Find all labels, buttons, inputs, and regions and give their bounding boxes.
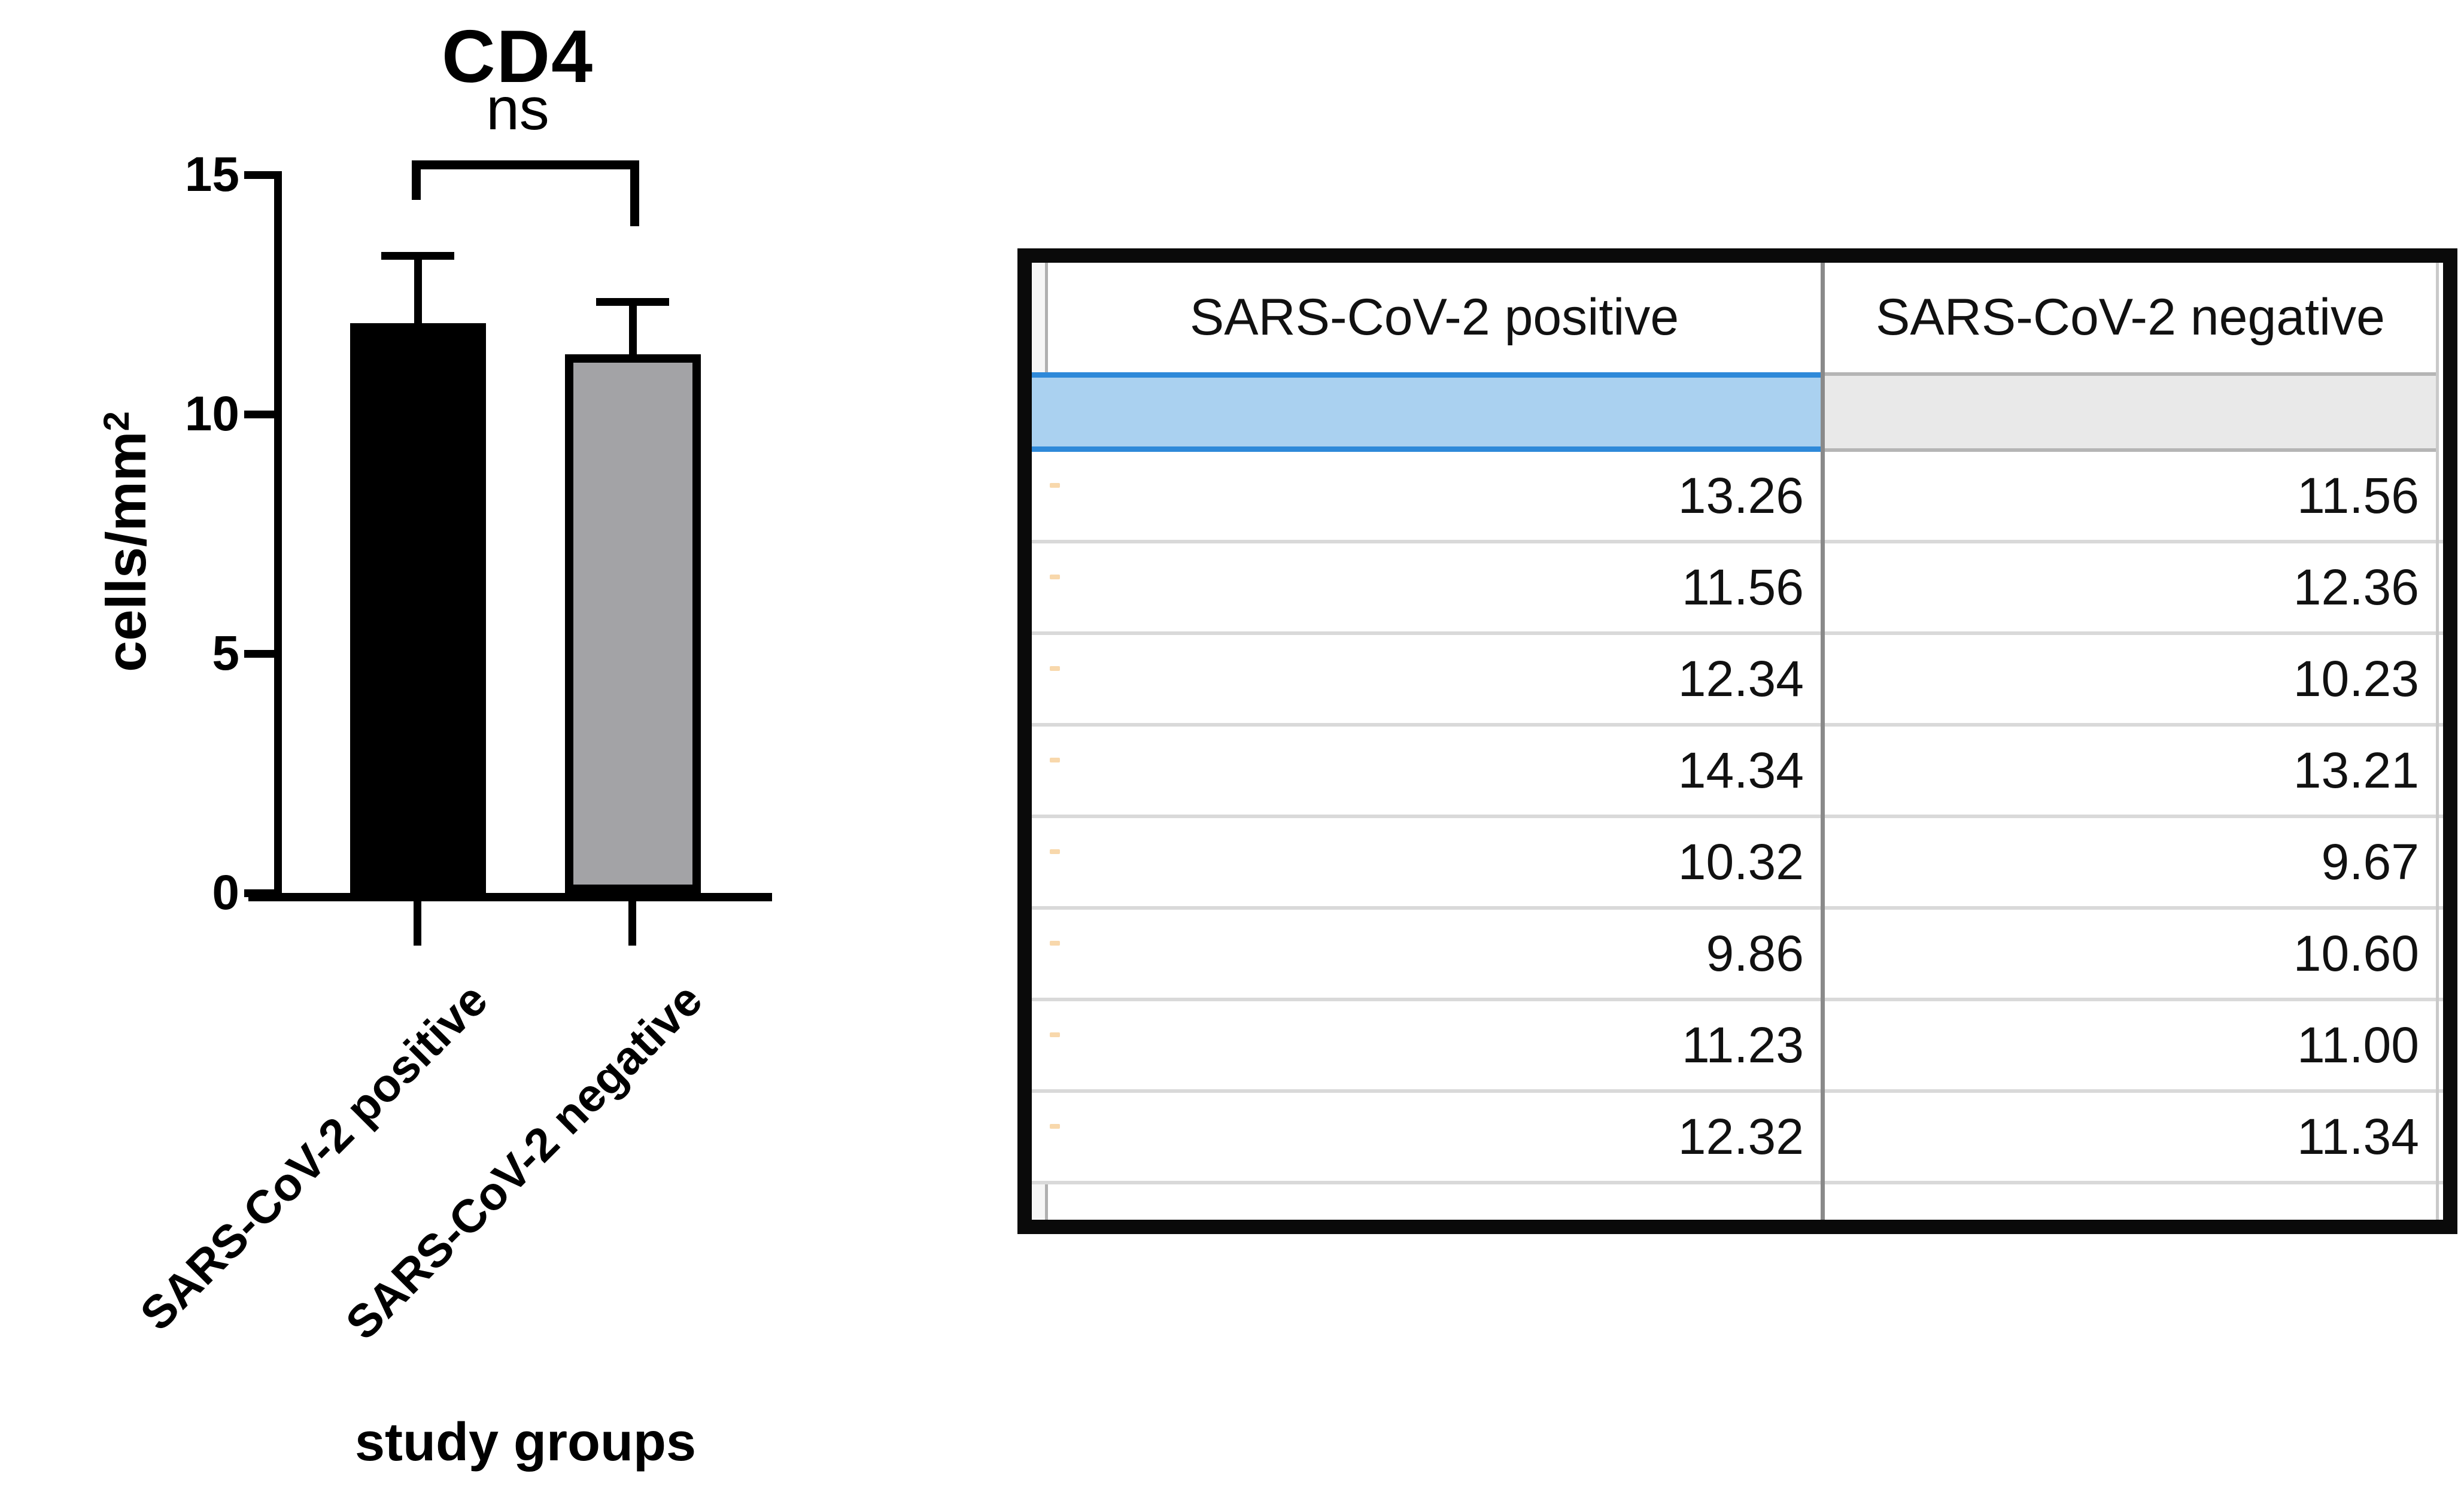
y-tick-15 xyxy=(244,171,275,179)
row-marker-icon xyxy=(1050,1032,1060,1037)
table-row: 13.26 11.56 xyxy=(1032,452,2443,543)
column-divider-line xyxy=(1821,263,1825,1220)
cell-positive[interactable]: 13.26 xyxy=(1678,467,1804,524)
significance-bracket-right-arm xyxy=(630,160,639,226)
error-bar-cap-positive xyxy=(381,251,454,260)
chart-title: CD4 xyxy=(441,16,594,98)
cell-negative[interactable]: 11.00 xyxy=(2297,1017,2419,1073)
row-marker-icon xyxy=(1050,941,1060,946)
data-table: SARS-CoV-2 positive SARS-CoV-2 negative … xyxy=(1017,248,2457,1234)
cell-positive[interactable]: 10.32 xyxy=(1678,834,1804,890)
cell-negative[interactable]: 12.36 xyxy=(2293,559,2419,615)
y-axis-line xyxy=(274,171,282,901)
y-tick-label-0: 0 xyxy=(212,865,239,920)
row-marker-icon xyxy=(1050,1124,1060,1129)
y-tick-0 xyxy=(244,889,275,897)
column-header-sars-positive[interactable]: SARS-CoV-2 positive xyxy=(1048,263,1821,372)
cell-positive[interactable]: 9.86 xyxy=(1706,925,1804,982)
plot-area xyxy=(281,175,772,893)
cell-positive[interactable]: 14.34 xyxy=(1678,742,1804,798)
cell-positive[interactable]: 12.32 xyxy=(1678,1108,1804,1165)
error-bar-line-positive xyxy=(414,251,422,323)
table-row: 12.32 11.34 xyxy=(1032,1093,2443,1184)
cell-positive[interactable]: 12.34 xyxy=(1678,651,1804,707)
row-marker-icon xyxy=(1050,575,1060,579)
row-marker-icon xyxy=(1050,849,1060,854)
significance-bracket-left-arm xyxy=(412,160,421,200)
y-tick-5 xyxy=(244,650,275,658)
cell-negative[interactable]: 13.21 xyxy=(2293,742,2419,798)
bar-sars-negative xyxy=(565,354,701,893)
cell-negative[interactable]: 11.34 xyxy=(2297,1108,2419,1165)
x-category-label-positive: SARS-CoV-2 positive xyxy=(130,973,497,1341)
table-row: 12.34 10.23 xyxy=(1032,635,2443,727)
error-bar-line-negative xyxy=(629,297,637,354)
column-header-sars-negative[interactable]: SARS-CoV-2 negative xyxy=(1825,263,2436,372)
cell-negative[interactable]: 9.67 xyxy=(2321,834,2420,890)
cell-positive[interactable]: 11.23 xyxy=(1682,1017,1804,1073)
significance-bracket xyxy=(412,160,639,169)
table-row: 11.56 12.36 xyxy=(1032,543,2443,635)
cell-negative[interactable]: 11.56 xyxy=(2297,467,2419,524)
cell-negative[interactable]: 10.60 xyxy=(2293,925,2419,982)
x-tick-positive xyxy=(414,901,421,946)
blank-cell-negative[interactable] xyxy=(1825,372,2436,452)
cell-positive[interactable]: 11.56 xyxy=(1682,559,1804,615)
y-tick-label-5: 5 xyxy=(212,626,239,680)
table-row: 9.86 10.60 xyxy=(1032,910,2443,1001)
right-column-edge-line xyxy=(2436,263,2439,1220)
x-category-label-negative: SARS-CoV-2 negative xyxy=(335,973,712,1350)
table-row: 10.32 9.67 xyxy=(1032,818,2443,910)
y-tick-10 xyxy=(244,411,275,418)
bar-group-sars-positive xyxy=(350,175,486,893)
table-row: 11.23 11.00 xyxy=(1032,1001,2443,1093)
x-tick-negative xyxy=(628,901,636,946)
y-tick-label-15: 15 xyxy=(184,147,239,202)
bar-group-sars-negative xyxy=(565,175,701,893)
table-row: 14.34 13.21 xyxy=(1032,727,2443,818)
row-marker-icon xyxy=(1050,758,1060,762)
error-bar-cap-negative xyxy=(596,297,669,306)
bar-sars-positive xyxy=(350,323,486,893)
row-marker-icon xyxy=(1050,483,1060,488)
significance-label: ns xyxy=(486,75,549,142)
x-axis-line xyxy=(248,893,772,901)
y-tick-label-10: 10 xyxy=(184,387,239,441)
row-marker-icon xyxy=(1050,666,1060,671)
x-axis-title: study groups xyxy=(354,1412,696,1472)
cell-negative[interactable]: 10.23 xyxy=(2293,651,2419,707)
selected-blank-cell-positive[interactable] xyxy=(1032,372,1821,452)
